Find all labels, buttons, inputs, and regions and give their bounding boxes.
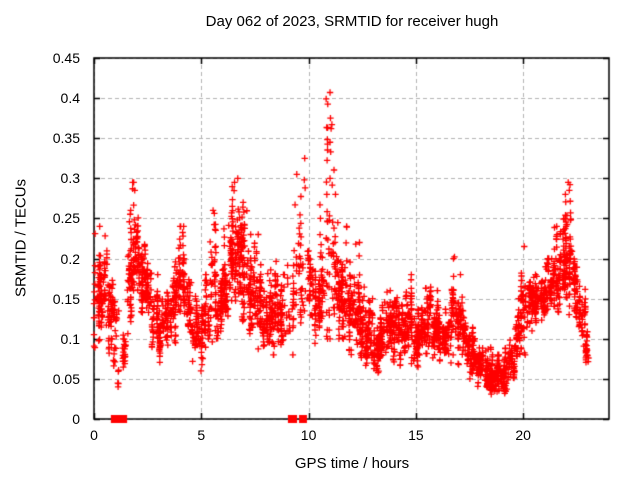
y-tick-label: 0.25 xyxy=(52,210,80,227)
y-tick-label: 0 xyxy=(72,411,80,427)
y-tick-label: 0.1 xyxy=(60,330,80,347)
x-tick-label: 15 xyxy=(408,427,424,443)
y-tick-label: 0.3 xyxy=(60,170,80,187)
y-tick-label: 0.05 xyxy=(52,370,80,387)
x-tick-label: 20 xyxy=(515,427,531,443)
x-tick-label: 10 xyxy=(300,427,317,443)
y-tick-label: 0.35 xyxy=(52,130,80,147)
y-tick-label: 0.45 xyxy=(52,50,80,66)
x-tick-label: 0 xyxy=(90,427,98,443)
x-tick-label: 5 xyxy=(197,427,206,443)
chart-title: Day 062 of 2023, SRMTID for receiver hug… xyxy=(205,13,499,30)
y-tick-label: 0.4 xyxy=(60,90,80,107)
y-axis-title: SRMTID / TECUs xyxy=(12,178,30,298)
y-tick-label: 0.15 xyxy=(52,290,80,307)
y-tick-label: 0.2 xyxy=(60,250,80,267)
x-axis-title: GPS time / hours xyxy=(294,455,410,472)
